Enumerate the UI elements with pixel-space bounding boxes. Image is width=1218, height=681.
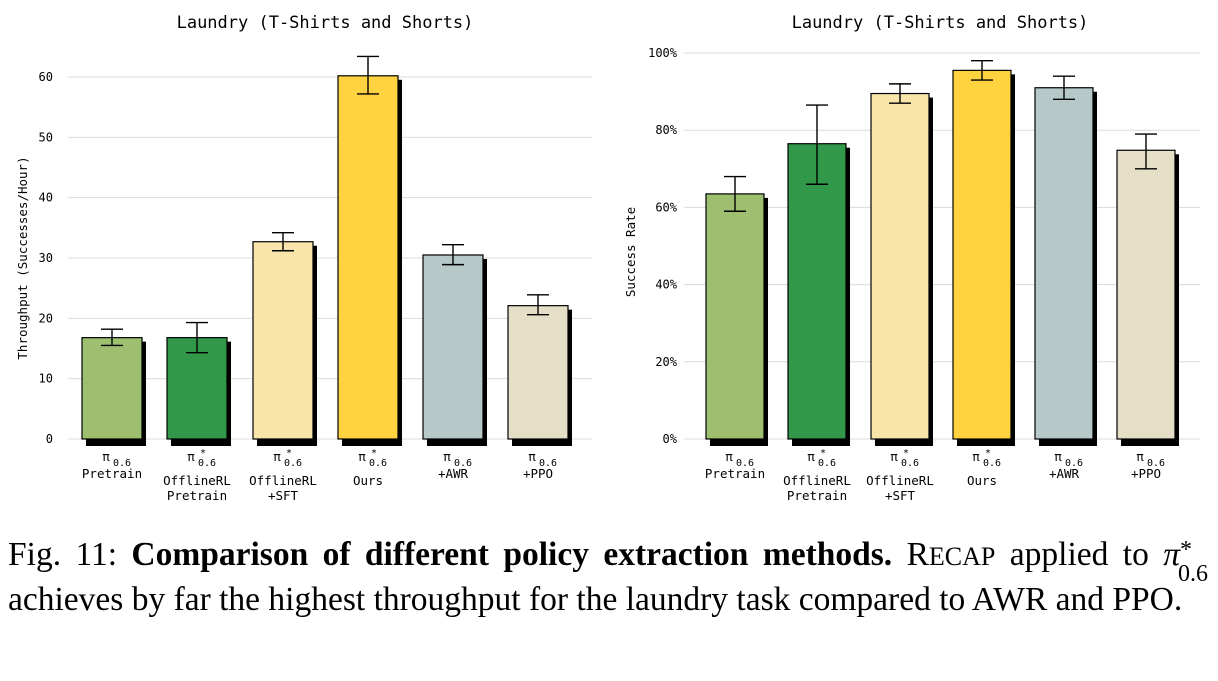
- bar: [1116, 149, 1176, 440]
- bar: [252, 241, 314, 440]
- pi-superscript: *: [200, 448, 206, 459]
- x-tick-label: π *0.6 Ours: [353, 448, 387, 488]
- pi-superscript: *: [371, 448, 377, 459]
- bar: [507, 305, 569, 440]
- bar: [705, 193, 765, 440]
- y-tick-label: 40%: [655, 278, 677, 292]
- caption-bold-title: Comparison of different policy extractio…: [131, 536, 893, 573]
- x-tick-label: π 0.6+PPO: [1131, 449, 1165, 481]
- pi-subscript: 0.6: [818, 458, 836, 469]
- y-tick-label: 60: [39, 70, 53, 84]
- pi-subscript: 0.6: [983, 458, 1001, 469]
- pi-superscript: *: [820, 448, 826, 459]
- x-tick-label: π *0.6 Ours: [967, 448, 1001, 488]
- category-line-1: +PPO: [1131, 466, 1161, 481]
- y-tick-label: 0%: [663, 432, 678, 446]
- caption-recap: RECAP: [906, 536, 996, 573]
- y-tick-label: 20: [39, 311, 53, 325]
- category-line-2: +SFT: [885, 488, 916, 503]
- y-tick-label: 40: [39, 191, 53, 205]
- caption-text-1: applied to: [1009, 536, 1149, 573]
- category-line-1: Pretrain: [705, 466, 765, 481]
- bar: [81, 337, 143, 440]
- y-axis-label: Success Rate: [623, 207, 638, 297]
- pi-symbol: π: [890, 449, 898, 464]
- y-tick-label: 50: [39, 130, 53, 144]
- bar: [952, 69, 1012, 440]
- pi-superscript: *: [985, 448, 991, 459]
- category-line-1: Ours: [967, 473, 997, 488]
- figure-caption: Fig. 11: Comparison of different policy …: [8, 533, 1210, 621]
- pi-subscript: 0.6: [1147, 458, 1165, 469]
- pi-symbol: π: [725, 449, 733, 464]
- category-line-2: +SFT: [268, 488, 299, 503]
- y-tick-label: 60%: [655, 200, 677, 214]
- y-tick-label: 20%: [655, 355, 677, 369]
- y-tick-label: 0: [46, 432, 53, 446]
- pi-symbol: π: [102, 449, 110, 464]
- category-line-1: +PPO: [523, 466, 553, 481]
- pi-superscript: *: [286, 448, 292, 459]
- x-tick-label: π 0.6+AWR: [438, 449, 472, 481]
- pi-subscript: 0.6: [539, 458, 557, 469]
- pi-subscript: 0.6: [736, 458, 754, 469]
- pi-symbol: π: [972, 449, 980, 464]
- y-tick-label: 10: [39, 372, 53, 386]
- caption-prefix: Fig. 11:: [8, 536, 118, 573]
- y-tick-label: 30: [39, 251, 53, 265]
- bar: [422, 254, 484, 440]
- pi-superscript: *: [903, 448, 909, 459]
- bar: [870, 92, 930, 440]
- pi-subscript: 0.6: [284, 458, 302, 469]
- pi-symbol: π: [273, 449, 281, 464]
- pi-symbol: π: [1136, 449, 1144, 464]
- x-tick-label: π 0.6+AWR: [1049, 449, 1083, 481]
- pi-subscript: 0.6: [1065, 458, 1083, 469]
- category-line-1: Ours: [353, 473, 383, 488]
- success-rate-chart: Laundry (T-Shirts and Shorts) Success Rat…: [623, 13, 1200, 503]
- pi-symbol: π: [443, 449, 451, 464]
- pi-symbol: π: [528, 449, 536, 464]
- x-tick-label: π *0.6 OfflineRL+SFT: [866, 448, 934, 503]
- category-line-1: OfflineRL: [866, 473, 934, 488]
- category-line-2: Pretrain: [787, 488, 847, 503]
- pi-symbol: π: [187, 449, 195, 464]
- caption-pi-symbol: π * 0.6: [1163, 536, 1209, 587]
- pi-subscript: 0.6: [369, 458, 387, 469]
- category-line-2: Pretrain: [167, 488, 227, 503]
- x-tick-label: π 0.6+PPO: [523, 449, 557, 481]
- x-tick-label: π *0.6 OfflineRL+SFT: [249, 448, 317, 503]
- figure-charts: Laundry (T-Shirts and Shorts) Throughput …: [15, 13, 1200, 503]
- pi-symbol: π: [807, 449, 815, 464]
- pi-symbol: π: [358, 449, 366, 464]
- pi-subscript: 0.6: [113, 458, 131, 469]
- category-line-1: +AWR: [438, 466, 469, 481]
- bar: [337, 75, 399, 440]
- category-line-1: OfflineRL: [249, 473, 317, 488]
- pi-subscript: 0.6: [901, 458, 919, 469]
- throughput-chart: Laundry (T-Shirts and Shorts) Throughput …: [15, 13, 592, 503]
- y-axis-label: Throughput (Successes/Hour): [15, 156, 30, 359]
- y-tick-label: 80%: [655, 123, 677, 137]
- caption-text-2: achieves by far the highest throughput f…: [8, 581, 1183, 618]
- bar: [1034, 87, 1094, 440]
- pi-subscript: 0.6: [454, 458, 472, 469]
- y-tick-label: 100%: [648, 46, 678, 60]
- bar: [787, 143, 847, 440]
- category-line-1: OfflineRL: [163, 473, 231, 488]
- chart-title: Laundry (T-Shirts and Shorts): [177, 13, 474, 33]
- pi-symbol: π: [1054, 449, 1062, 464]
- category-line-1: +AWR: [1049, 466, 1080, 481]
- chart-title: Laundry (T-Shirts and Shorts): [792, 13, 1089, 33]
- category-line-1: Pretrain: [82, 466, 142, 481]
- category-line-1: OfflineRL: [783, 473, 851, 488]
- pi-subscript: 0.6: [198, 458, 216, 469]
